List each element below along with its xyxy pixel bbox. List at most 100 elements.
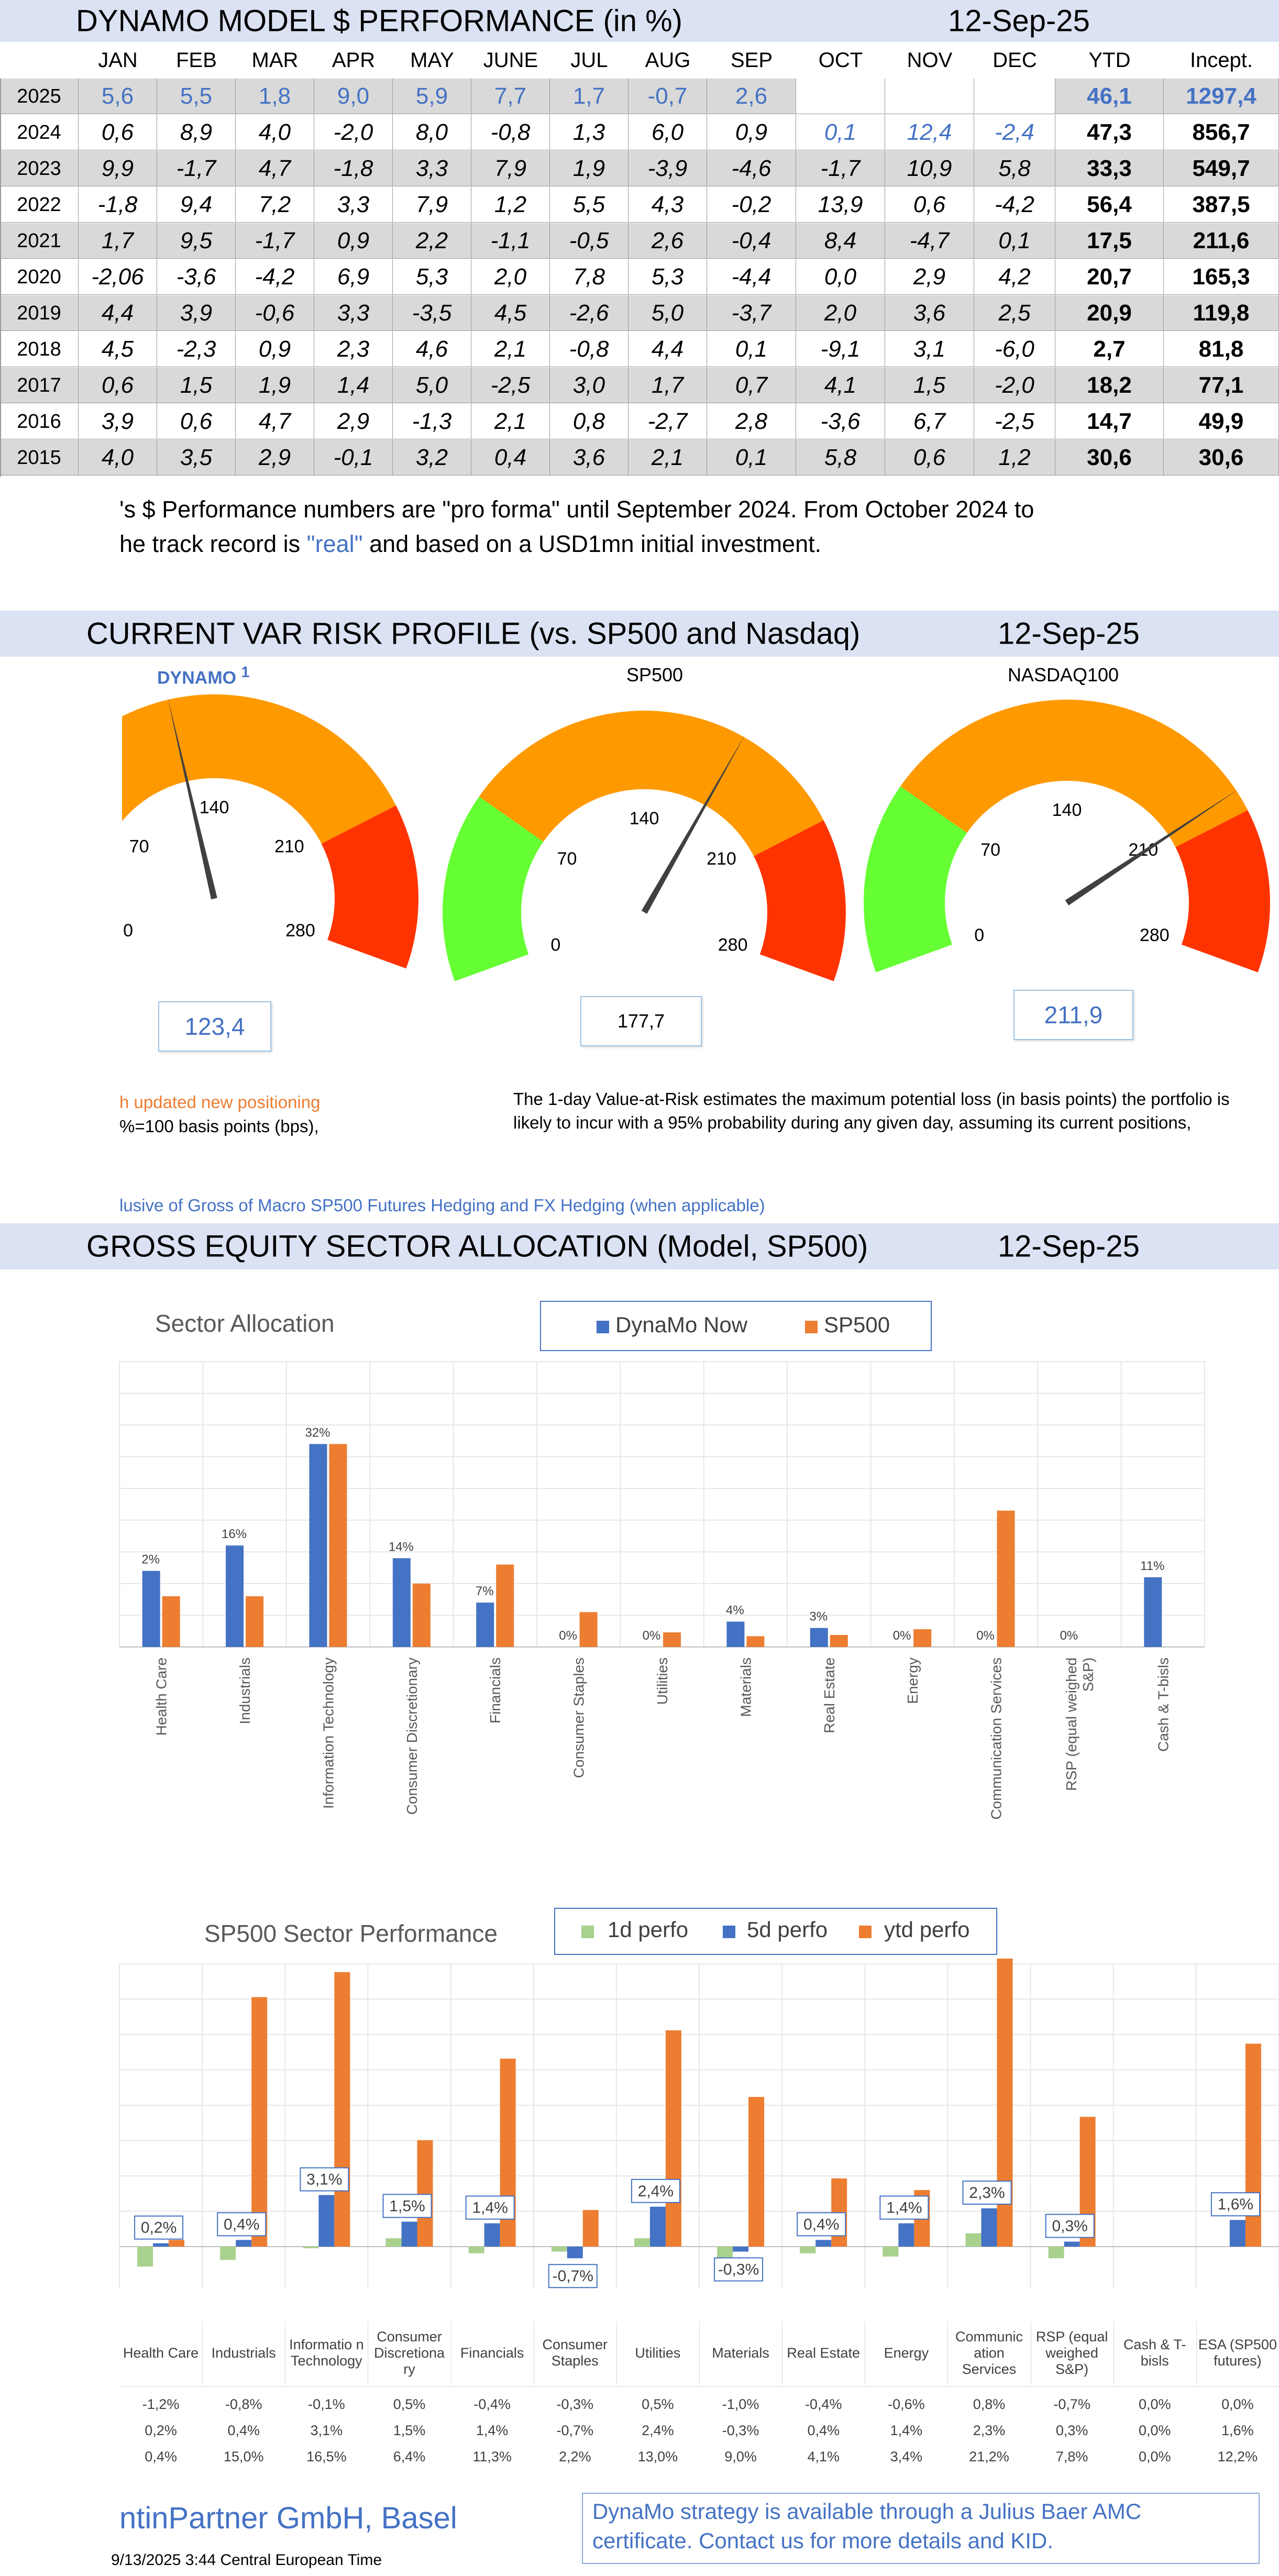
- month-cell: 3,3: [314, 187, 393, 223]
- gauge-nasdaq-value: 211,9: [1013, 990, 1133, 1040]
- table-header-cell: Informatio n Technology: [285, 2321, 369, 2384]
- bar-5d: [484, 2223, 500, 2247]
- gauge-needle: [1065, 788, 1240, 906]
- table-value-cell: -0,8%: [225, 2396, 262, 2412]
- month-cell: 5,3: [629, 259, 707, 295]
- header-nov: NOV: [907, 49, 953, 72]
- category-label: Materials: [737, 1657, 754, 1717]
- month-cell: [974, 79, 1055, 114]
- table-value-cell: 3,1%: [310, 2423, 343, 2438]
- incept-cell: 387,5: [1164, 187, 1279, 223]
- table-header-cell: Utilities: [616, 2321, 700, 2384]
- bar-sp500: [997, 1510, 1015, 1647]
- month-cell: 7,2: [236, 187, 314, 223]
- disclaimer-text-end: and based on a USD1mn initial investment…: [362, 530, 822, 557]
- legend-swatch-sp500: [805, 1321, 818, 1333]
- month-cell: 4,5: [471, 295, 550, 331]
- month-cell: 3,1: [885, 331, 974, 367]
- month-cell: 3,3: [314, 295, 393, 331]
- year-cell: 2018: [0, 331, 79, 367]
- bar-sp500: [913, 1629, 932, 1647]
- bar-dynamo: [810, 1628, 828, 1647]
- table-value-cell: 1,4%: [476, 2423, 509, 2438]
- bar-dynamo: [476, 1602, 494, 1647]
- category-label: Information Technology: [320, 1657, 336, 1809]
- disclaimer-text: he track record is: [119, 530, 307, 557]
- gauge-band-red: [321, 805, 418, 969]
- month-cell: 1,9: [236, 368, 314, 403]
- gauge-needle: [167, 695, 217, 900]
- table-value-cell: -1,0%: [722, 2396, 759, 2412]
- table-value-cell: 0,2%: [145, 2423, 177, 2438]
- callout-label: 1,4%: [472, 2199, 508, 2217]
- table-row: 2017 0,6 1,5 1,9 1,4 5,0 -2,5 3,0 1,7 0,7 4,1 1,5 -2…: [0, 368, 1279, 403]
- callout-label: 0,4%: [224, 2216, 259, 2233]
- month-cell: 4,1: [796, 368, 885, 403]
- month-cell: 12,4: [885, 115, 974, 150]
- month-cell: -3,7: [707, 295, 796, 331]
- year-cell: 2024: [0, 115, 79, 150]
- category-label: Cash & T-bisls: [1155, 1657, 1171, 1752]
- gauge-dynamo-title: DYNAMO 1: [157, 664, 314, 688]
- callout-box: [714, 2257, 764, 2282]
- incept-cell: 549,7: [1164, 151, 1279, 186]
- month-cell: 2,5: [974, 295, 1055, 331]
- table-value-cell: 4,1%: [807, 2449, 840, 2464]
- bar-dynamo: [392, 1558, 411, 1647]
- gauge-tick-label: 210: [1128, 840, 1158, 860]
- table-value-cell: 0,0%: [1139, 2449, 1171, 2464]
- var-date: 12-Sep-25: [998, 616, 1140, 651]
- year-cell: 2022: [0, 187, 79, 223]
- table-value-cell: -0,4%: [473, 2396, 511, 2412]
- month-cell: 1,5: [157, 368, 236, 403]
- callout-box: [300, 2167, 349, 2192]
- bar-1d: [634, 2238, 650, 2247]
- month-cell: 2,6: [707, 79, 796, 114]
- category-label: Consumer Staples: [571, 1657, 587, 1778]
- bar-sp500: [746, 1636, 765, 1647]
- header-feb: FEB: [176, 49, 217, 72]
- bar-sp500: [663, 1632, 681, 1647]
- month-cell: 3,0: [550, 368, 629, 403]
- footer-company: ntinPartner GmbH, Basel: [119, 2501, 457, 2535]
- data-label: 2%: [141, 1553, 160, 1567]
- callout-label: 3,1%: [306, 2171, 342, 2188]
- bar-dynamo: [726, 1621, 745, 1647]
- table-row: 2023 9,9 -1,7 4,7 -1,8 3,3 7,9 1,9 -3,9 -4,6 -1,7 1…: [0, 151, 1279, 186]
- table-header-cell: Consumer Staples: [534, 2321, 617, 2384]
- month-cell: 0,6: [885, 440, 974, 476]
- callout-box: [382, 2194, 432, 2218]
- data-label: 4%: [726, 1604, 744, 1618]
- footer-note-line-2: certificate. Contact us for more details…: [592, 2528, 1054, 2553]
- month-cell: 1,7: [550, 79, 629, 114]
- legend-label-1d: 1d perfo: [608, 1917, 689, 1942]
- header-june: JUNE: [483, 49, 538, 72]
- table-value-cell: 0,4%: [227, 2423, 260, 2438]
- ytd-cell: 2,7: [1055, 331, 1164, 367]
- month-cell: 0,6: [79, 115, 157, 150]
- year-cell: 2023: [0, 151, 79, 186]
- month-cell: 3,9: [79, 404, 157, 439]
- month-cell: 2,9: [314, 404, 393, 439]
- var-note-bps: %=100 basis points (bps),: [119, 1116, 319, 1136]
- month-cell: 1,5: [885, 368, 974, 403]
- bar-sp500: [412, 1583, 431, 1647]
- month-cell: 3,6: [885, 295, 974, 331]
- footer-note-line-1: DynaMo strategy is available through a J…: [592, 2499, 1142, 2524]
- bar-dynamo: [309, 1444, 327, 1647]
- callout-label: 1,5%: [389, 2197, 425, 2215]
- legend-swatch-1d: [581, 1926, 594, 1938]
- table-value-cell: -0,7%: [1053, 2396, 1090, 2412]
- data-label: 14%: [389, 1540, 414, 1554]
- category-label: Financials: [487, 1657, 503, 1723]
- month-cell: -1,7: [157, 151, 236, 186]
- table-value-cell: 2,4%: [642, 2423, 674, 2438]
- table-header-cell: RSP (equal weighed S&P): [1031, 2321, 1114, 2384]
- month-cell: 0,6: [157, 404, 236, 439]
- callout-box: [217, 2212, 267, 2237]
- table-header-cell: Industrials: [202, 2321, 286, 2384]
- table-divider: [119, 2386, 1279, 2387]
- data-label: 3%: [809, 1610, 828, 1624]
- callout-box: [879, 2195, 929, 2220]
- header-incept: Incept.: [1189, 49, 1253, 72]
